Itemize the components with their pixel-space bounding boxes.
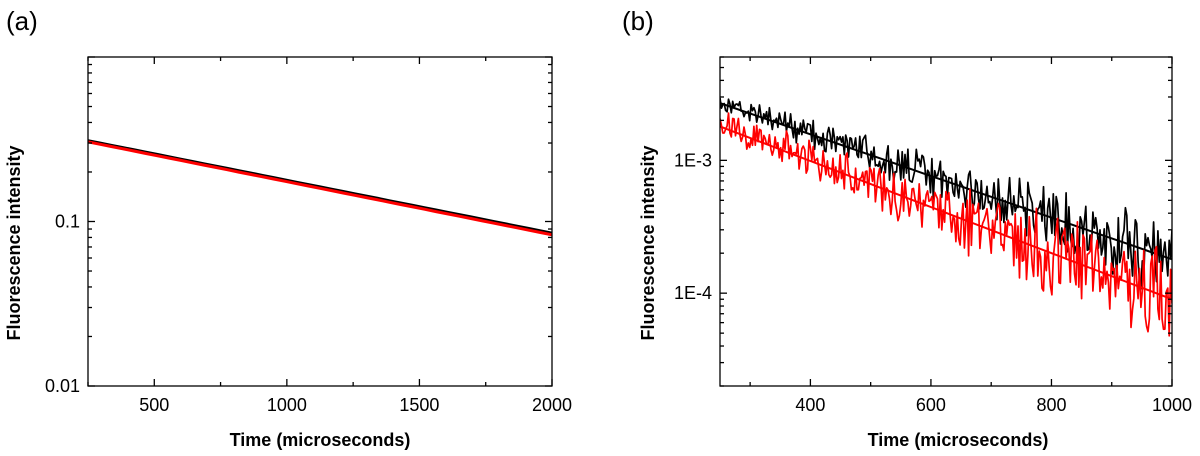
panel-a-y-tick-label: 0.01 [45,376,80,396]
panel-b-x-tick-label: 1000 [1152,395,1192,415]
panel-a-label: (a) [6,6,38,36]
panel-a-y-tick-label: 0.1 [55,212,80,232]
panel-b-label: (b) [622,6,654,36]
panel-b-y-tick-label: 1E-3 [674,150,712,170]
panel-b-plot-area [720,97,1172,337]
panel-a-series-fit [88,140,552,237]
panel-a-x-tick-label: 1000 [267,395,307,415]
panel-b-series-red-data [720,112,1172,337]
panel-a-plot-area [88,139,552,237]
panel-b-frame [719,56,1173,387]
panel-b-series-black-fit [720,102,1172,261]
panel-b-xlabel: Time (microseconds) [868,430,1049,450]
panel-b-x-tick-label: 800 [1036,395,1066,415]
panel-b: (b) Fluorescence intensity Time (microse… [622,6,1192,450]
panel-b-ylabel: Fluorescence intensity [638,145,658,340]
panel-b-series-red-fit [720,125,1172,301]
panel-a-x-tick-label: 500 [139,395,169,415]
panel-b-y-tick-label: 1E-4 [674,283,712,303]
panel-a-xlabel: Time (microseconds) [230,430,411,450]
panel-a-x-tick-label: 1500 [399,395,439,415]
panel-a: (a) Fluorescence intensity Time (microse… [4,6,572,450]
panel-a-x-tick-label: 2000 [532,395,572,415]
panel-b-x-tick-label: 600 [916,395,946,415]
panel-a-ylabel: Fluorescence intensity [4,145,24,340]
panel-b-x-tick-label: 400 [795,395,825,415]
